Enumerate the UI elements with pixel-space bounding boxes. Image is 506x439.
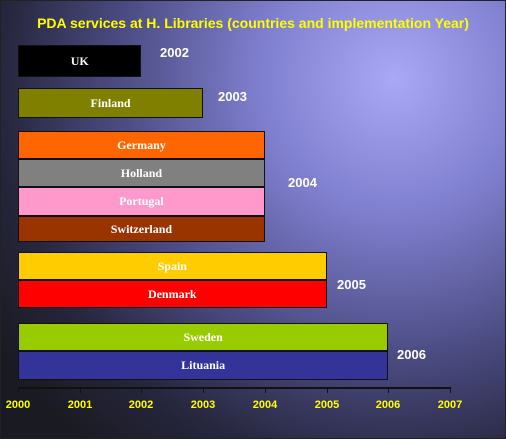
bar-portugal: Portugal xyxy=(18,187,265,216)
x-tick-2006 xyxy=(388,387,389,393)
bar-finland: Finland xyxy=(18,88,204,118)
x-tick-2007 xyxy=(450,387,451,393)
x-tick-2001 xyxy=(80,387,81,393)
bar-uk: UK xyxy=(18,45,142,77)
x-tick-label-2002: 2002 xyxy=(128,399,154,411)
year-label-2004: 2004 xyxy=(288,175,317,190)
year-label-2005: 2005 xyxy=(337,277,366,292)
x-tick-label-2005: 2005 xyxy=(314,399,340,411)
x-tick-2000 xyxy=(18,387,19,393)
x-axis-line xyxy=(18,387,450,389)
chart-title: PDA services at H. Libraries (countries … xyxy=(37,15,469,31)
x-tick-label-2006: 2006 xyxy=(375,399,401,411)
bar-holland: Holland xyxy=(18,159,265,187)
x-tick-label-2007: 2007 xyxy=(437,399,463,411)
x-tick-label-2001: 2001 xyxy=(67,399,93,411)
x-tick-2005 xyxy=(327,387,328,393)
year-label-2003: 2003 xyxy=(218,89,247,104)
x-tick-2004 xyxy=(265,387,266,393)
x-tick-label-2003: 2003 xyxy=(190,399,216,411)
bar-spain: Spain xyxy=(18,252,327,280)
year-label-2002: 2002 xyxy=(160,45,189,60)
x-tick-label-2000: 2000 xyxy=(5,399,31,411)
x-tick-2002 xyxy=(141,387,142,393)
bar-switzerland: Switzerland xyxy=(18,216,265,242)
x-tick-2003 xyxy=(203,387,204,393)
bar-lituania: Lituania xyxy=(18,351,389,380)
year-label-2006: 2006 xyxy=(397,347,426,362)
bar-sweden: Sweden xyxy=(18,323,389,351)
bar-germany: Germany xyxy=(18,131,265,159)
x-tick-label-2004: 2004 xyxy=(252,399,278,411)
bar-denmark: Denmark xyxy=(18,280,327,308)
